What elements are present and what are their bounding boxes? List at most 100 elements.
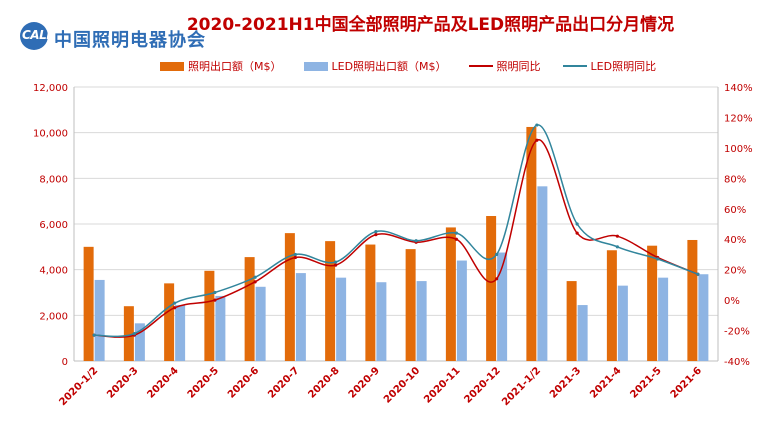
point-lighting-yoy (173, 306, 177, 310)
right-axis-tick-label: 120% (724, 113, 753, 124)
point-led-yoy (132, 332, 136, 336)
point-lighting-yoy (253, 280, 257, 284)
bar-lighting-export (566, 281, 577, 361)
point-led-yoy (495, 252, 499, 257)
x-axis-tick-label: 2020-8 (306, 365, 341, 400)
right-axis-tick-label: 140% (724, 83, 753, 94)
x-axis-tick-label: 2021-6 (669, 365, 704, 400)
point-led-yoy (253, 275, 257, 279)
left-axis-tick-label: 6,000 (39, 220, 68, 231)
point-lighting-yoy (213, 298, 217, 302)
left-axis-tick-label: 8,000 (39, 174, 68, 185)
point-lighting-yoy (615, 234, 619, 238)
bar-lighting-export (606, 250, 617, 361)
bar-lighting-export (284, 233, 295, 361)
bar-lighting-export (365, 244, 376, 361)
point-led-yoy (535, 123, 539, 127)
bar-lighting-export (647, 245, 658, 361)
point-led-yoy (615, 245, 619, 249)
bar-led-export (577, 305, 588, 361)
bar-lighting-export (445, 227, 456, 361)
x-axis-tick-label: 2021-3 (548, 365, 583, 400)
point-lighting-yoy (334, 263, 338, 267)
bar-led-export (295, 273, 306, 361)
legend-item-led-export: LED照明出口额（M$） (303, 58, 447, 74)
x-axis-tick-label: 2021-1/2 (500, 365, 543, 408)
legend-item-lighting-yoy: 照明同比 (468, 58, 541, 74)
logo-circle-icon (20, 22, 48, 50)
legend-swatch-led-export (303, 61, 328, 71)
point-led-yoy (374, 230, 378, 234)
bar-led-export (255, 286, 266, 361)
x-axis-tick-label: 2020-12 (463, 365, 503, 405)
point-led-yoy (575, 222, 579, 226)
point-led-yoy (656, 257, 660, 261)
bar-led-export (456, 260, 467, 361)
bar-lighting-export (687, 239, 698, 361)
legend-line-lighting-yoy (468, 61, 493, 71)
x-axis-tick-label: 2020-9 (347, 365, 382, 400)
point-lighting-yoy (454, 237, 458, 241)
bar-lighting-export (123, 306, 134, 361)
legend-item-lighting-export: 照明出口额（M$） (160, 58, 282, 74)
legend-label-lighting-export: 照明出口额（M$） (188, 60, 282, 73)
legend-item-led-yoy: LED照明同比 (562, 58, 657, 74)
bar-lighting-export (526, 126, 537, 361)
x-axis-tick-label: 2020-10 (382, 365, 422, 405)
bar-lighting-export (486, 216, 497, 361)
left-axis-tick-label: 0 (62, 357, 68, 368)
point-lighting-yoy (293, 255, 297, 260)
bar-led-export (658, 277, 669, 361)
bar-led-export (336, 277, 347, 361)
chart-title: 2020-2021H1中国全部照明产品及LED照明产品出口分月情况 (186, 15, 675, 35)
left-axis-tick-label: 4,000 (39, 266, 68, 277)
point-led-yoy (334, 260, 338, 264)
legend-label-led-export: LED照明出口额（M$） (331, 60, 447, 73)
x-axis-tick-label: 2020-5 (186, 365, 221, 400)
logo-text: 中国照明电器协会 (54, 30, 206, 51)
right-axis-tick-label: 80% (724, 174, 746, 185)
bar-led-export (497, 252, 508, 361)
point-led-yoy (454, 231, 458, 235)
bar-led-export (94, 279, 105, 361)
logo: CALi 中国照明电器协会 (18, 16, 208, 56)
right-axis-tick-label: -40% (724, 357, 750, 368)
x-axis-tick-label: 2020-1/2 (57, 365, 100, 408)
bar-led-export (537, 186, 548, 361)
bar-led-export (376, 282, 387, 361)
right-axis-tick-label: 100% (724, 144, 753, 155)
legend-label-led-yoy: LED照明同比 (590, 60, 657, 73)
bar-led-export (175, 305, 186, 361)
x-axis-tick-label: 2020-7 (266, 365, 301, 400)
bar-lighting-export (244, 257, 255, 361)
x-axis-tick-label: 2020-6 (226, 365, 261, 400)
point-lighting-yoy (495, 277, 499, 281)
bar-led-export (698, 274, 709, 361)
legend-swatch-lighting-export (160, 61, 184, 71)
chart-legend: 照明出口额（M$） LED照明出口额（M$） 照明同比 LED照明同比 (160, 57, 678, 75)
bar-lighting-export (83, 246, 94, 361)
left-axis-tick-label: 12,000 (33, 83, 68, 94)
point-led-yoy (173, 301, 177, 305)
point-lighting-yoy (575, 231, 579, 235)
point-lighting-yoy (374, 233, 378, 237)
bar-lighting-export (164, 283, 175, 361)
x-axis-tick-label: 2020-4 (145, 365, 180, 400)
bar-led-export (416, 281, 427, 361)
point-led-yoy (213, 290, 217, 295)
x-axis-tick-label: 2020-3 (105, 365, 140, 400)
point-led-yoy (293, 252, 297, 257)
bar-led-export (617, 285, 628, 361)
logo-mark: CALi (22, 28, 50, 42)
point-lighting-yoy (535, 138, 539, 142)
bar-led-export (215, 295, 226, 361)
bar-lighting-export (325, 241, 336, 361)
point-led-yoy (696, 272, 700, 276)
right-axis-tick-label: 20% (724, 266, 746, 277)
legend-label-lighting-yoy: 照明同比 (496, 60, 541, 73)
point-led-yoy (414, 239, 418, 243)
right-axis-tick-label: -20% (724, 327, 750, 338)
bar-lighting-export (204, 270, 215, 361)
right-axis-tick-label: 0% (724, 296, 740, 307)
